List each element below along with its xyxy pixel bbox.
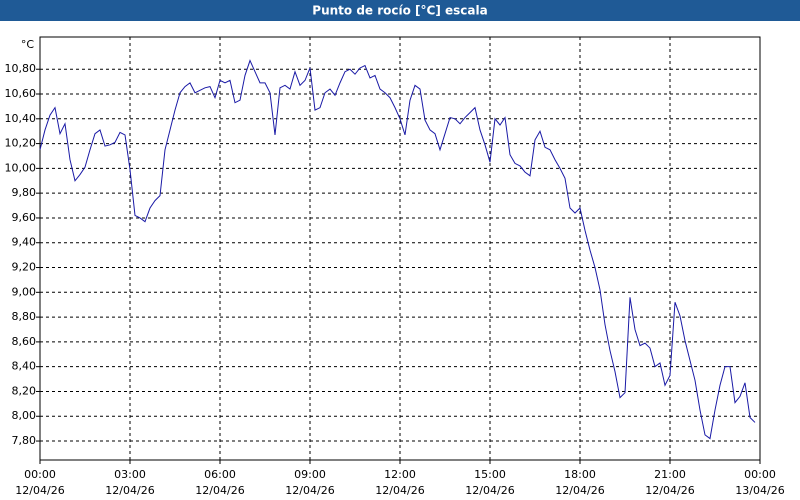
chart-title: Punto de rocío [°C] escala [312, 4, 487, 18]
y-tick-label: 9,20 [12, 261, 37, 274]
x-tick-date: 12/04/26 [195, 484, 244, 497]
data-line [39, 59, 756, 440]
plot-border [39, 36, 761, 461]
x-tick-date: 12/04/26 [15, 484, 64, 497]
y-unit: °C [21, 38, 35, 51]
y-tick-label: 8,60 [12, 335, 37, 348]
x-tick-label: 06:00 [204, 468, 236, 481]
x-tick-label: 18:00 [564, 468, 596, 481]
x-tick-date: 12/04/26 [555, 484, 604, 497]
y-tick-label: 10,00 [5, 161, 37, 174]
x-tick-label: 03:00 [114, 468, 146, 481]
x-tick-label: 00:00 [744, 468, 776, 481]
y-tick-label: 8,80 [12, 310, 37, 323]
x-tick-label: 21:00 [654, 468, 686, 481]
y-tick-label: 10,80 [5, 62, 37, 75]
x-tick-date: 12/04/26 [465, 484, 514, 497]
y-tick-label: 9,40 [12, 236, 37, 249]
y-tick-label: 10,20 [5, 137, 37, 150]
x-tick-label: 00:00 [24, 468, 56, 481]
x-tick-date: 12/04/26 [105, 484, 154, 497]
y-tick-label: 7,80 [12, 434, 37, 447]
x-tick-date: 13/04/26 [735, 484, 784, 497]
x-tick-label: 15:00 [474, 468, 506, 481]
title-bar [0, 0, 800, 21]
y-tick-label: 10,60 [5, 87, 37, 100]
x-tick-date: 12/04/26 [375, 484, 424, 497]
y-tick-label: 9,60 [12, 211, 37, 224]
x-tick-label: 09:00 [294, 468, 326, 481]
x-tick-date: 12/04/26 [645, 484, 694, 497]
x-tick-label: 12:00 [384, 468, 416, 481]
y-tick-label: 8,20 [12, 384, 37, 397]
y-tick-label: 8,00 [12, 409, 37, 422]
y-tick-label: 10,40 [5, 112, 37, 125]
y-tick-label: 9,80 [12, 186, 37, 199]
y-tick-label: 9,00 [12, 285, 37, 298]
x-tick-date: 12/04/26 [285, 484, 334, 497]
y-tick-label: 8,40 [12, 360, 37, 373]
